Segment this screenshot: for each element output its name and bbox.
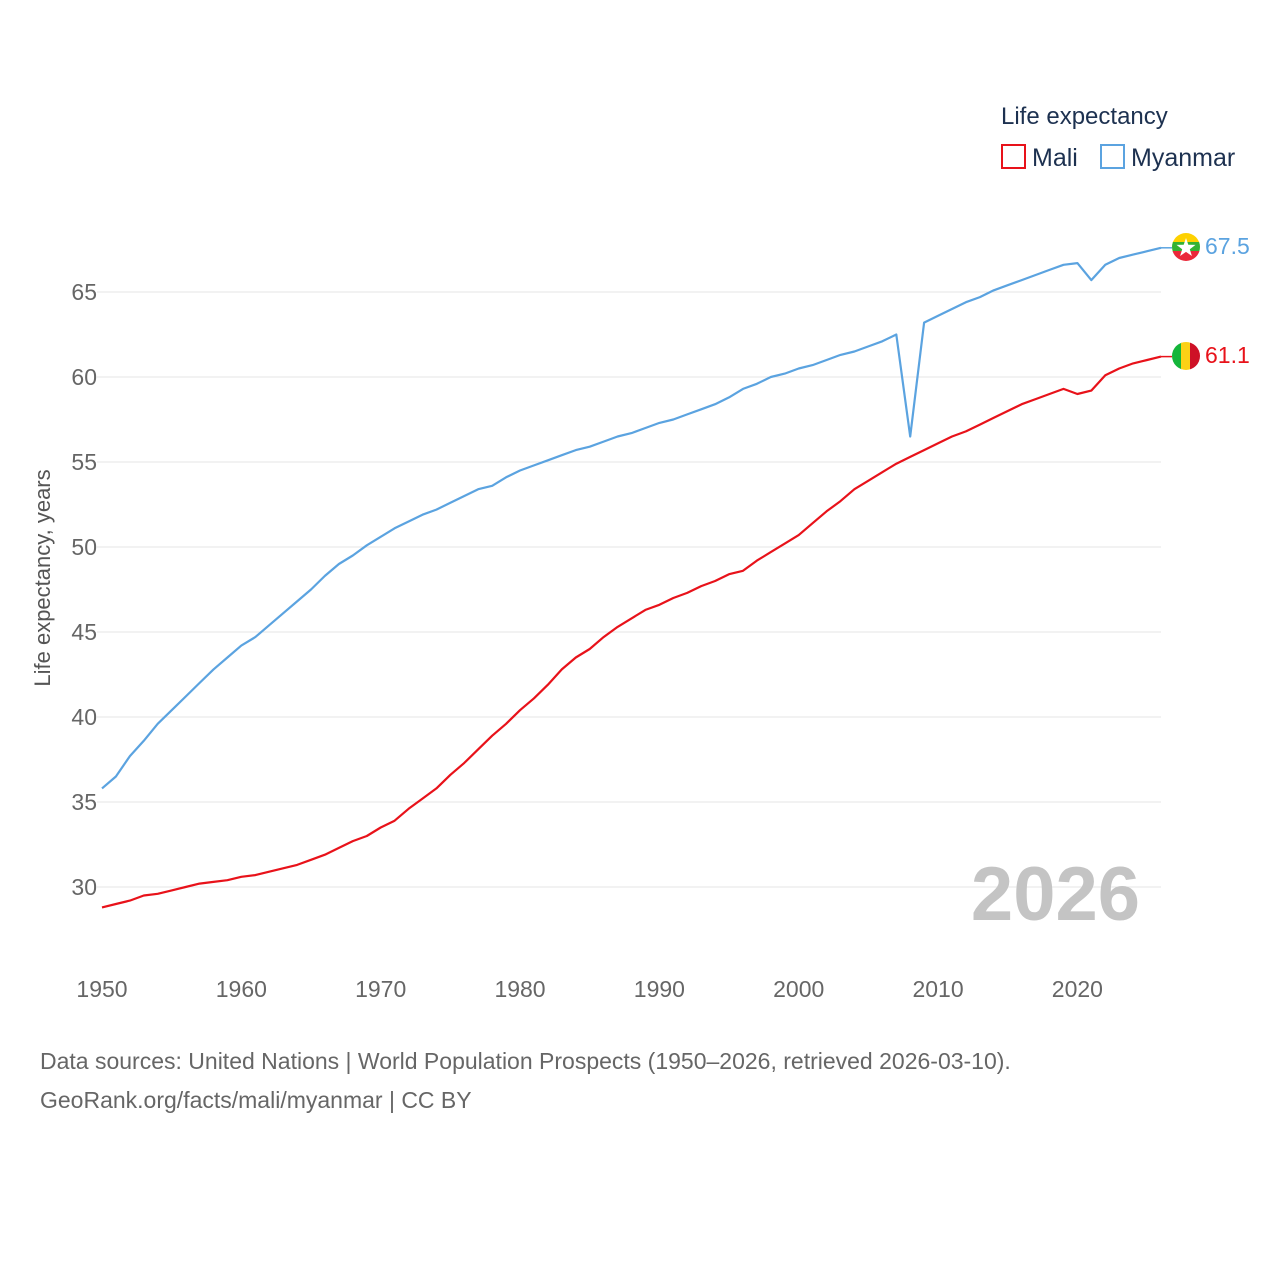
end-markers: 67.5 61.1 [1172,233,1250,370]
x-tick-label: 1970 [355,976,406,1002]
series-line-mali[interactable] [101,355,1162,909]
y-tick-label: 45 [71,619,97,645]
x-tick-label: 2000 [773,976,824,1002]
legend-swatch-mali [1001,144,1026,169]
series-lines [101,246,1172,909]
y-axis-title: Life expectancy, years [30,469,55,686]
mali-flag-icon [1172,342,1200,370]
x-tick-label: 1960 [216,976,267,1002]
gridlines [97,291,1161,888]
series-line-myanmar[interactable] [101,246,1162,790]
y-tick-label: 30 [71,874,97,900]
legend-item-mali[interactable]: Mali [1001,144,1078,172]
myanmar-end-value: 67.5 [1205,233,1250,259]
legend-label-mali: Mali [1032,144,1078,172]
legend-label-myanmar: Myanmar [1131,144,1235,172]
y-axis-ticks: 30 35 40 45 50 55 60 65 [71,279,97,900]
y-tick-label: 65 [71,279,97,305]
y-tick-label: 60 [71,364,97,390]
y-tick-label: 40 [71,704,97,730]
mali-end-value: 61.1 [1205,342,1250,368]
y-tick-label: 50 [71,534,97,560]
y-tick-label: 35 [71,789,97,815]
source-line-2[interactable]: GeoRank.org/facts/mali/myanmar | CC BY [40,1087,472,1113]
legend-swatch-myanmar [1100,144,1125,169]
year-stamp: 2026 [971,852,1140,937]
x-axis-ticks: 1950 1960 1970 1980 1990 2000 2010 2020 [76,976,1103,1002]
x-tick-label: 1990 [634,976,685,1002]
x-tick-label: 2010 [912,976,963,1002]
legend-title: Life expectancy [1001,103,1168,130]
y-tick-label: 55 [71,449,97,475]
x-tick-label: 2020 [1052,976,1103,1002]
x-tick-label: 1980 [494,976,545,1002]
myanmar-flag-icon [1172,233,1200,261]
legend-item-myanmar[interactable]: Myanmar [1100,144,1235,172]
x-tick-label: 1950 [76,976,127,1002]
source-line-1: Data sources: United Nations | World Pop… [40,1048,1011,1074]
